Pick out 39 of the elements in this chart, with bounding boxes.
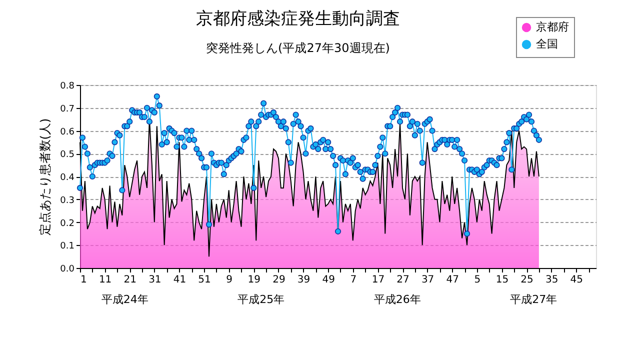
text: 平成26年	[374, 293, 421, 306]
x-tick-label: 19	[248, 274, 261, 286]
x-tick-label: 9	[226, 274, 233, 286]
x-tick-label: 31	[148, 274, 162, 286]
text: 平成25年	[238, 293, 285, 306]
x-tick-label: 47	[446, 274, 459, 286]
text: 平成24年	[101, 293, 148, 306]
y-tick-label: 0.3	[60, 196, 74, 206]
legend-label: 全国	[536, 38, 558, 50]
y-tick-label: 0.8	[60, 82, 75, 92]
y-tick-label: 0.2	[60, 218, 74, 229]
x-tick-label: 49	[322, 274, 335, 286]
text: 平成27年	[510, 293, 558, 306]
x-tick-label: 39	[297, 274, 310, 286]
chart-subtitle: 突発性発しん(平成27年30週現在)	[206, 41, 390, 55]
y-tick-label: 0.4	[60, 173, 75, 183]
chart-title: 京都府感染症発生動向調査	[196, 9, 400, 29]
x-tick-label: 37	[421, 274, 434, 286]
x-tick-label: 17	[372, 274, 385, 286]
y-tick-label: 0.1	[60, 242, 74, 252]
x-tick-label: 5	[474, 274, 481, 286]
x-tick-label: 35	[545, 274, 558, 286]
y-tick-label: 0.5	[60, 150, 74, 160]
y-tick-label: 0.6	[60, 127, 75, 138]
x-tick-label: 7	[350, 274, 357, 286]
legend-label: 京都府	[536, 20, 569, 34]
x-tick-label: 21	[124, 274, 136, 286]
y-tick-label: 0.7	[60, 104, 74, 114]
x-tick-label: 1	[80, 274, 87, 286]
y-axis-title: 定点あたり患者数(人)	[38, 118, 52, 236]
x-tick-label: 41	[173, 274, 186, 286]
x-tick-label: 51	[198, 274, 211, 286]
x-tick-label: 15	[496, 274, 509, 286]
x-tick-label: 45	[570, 274, 584, 286]
x-tick-label: 11	[98, 274, 112, 286]
x-tick-label: 25	[520, 274, 534, 286]
x-tick-label: 29	[272, 274, 286, 286]
y-tick-label: 0.0	[60, 264, 75, 274]
x-tick-label: 27	[396, 274, 410, 286]
